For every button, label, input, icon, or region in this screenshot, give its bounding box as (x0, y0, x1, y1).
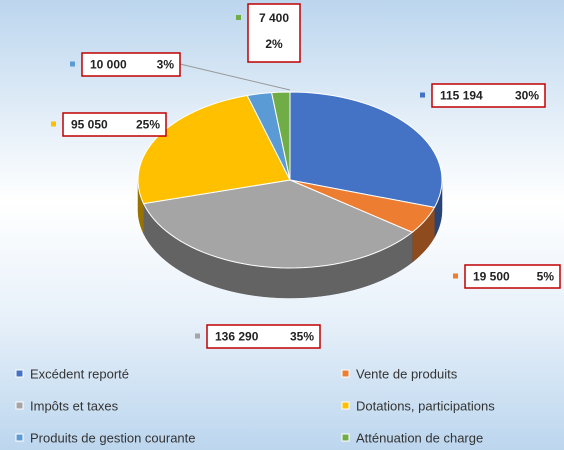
legend-swatch (15, 401, 24, 410)
legend-swatch (15, 433, 24, 442)
value-label: 95 050 (71, 118, 108, 132)
slice (289, 91, 443, 208)
label-box (206, 324, 321, 349)
percent-label: 35% (290, 330, 314, 344)
label-bullet (70, 61, 75, 67)
value-label: 136 290 (215, 330, 259, 344)
value-label: 115 194 (440, 89, 483, 103)
percent-label: 2% (265, 37, 283, 51)
legend-swatch (341, 433, 350, 442)
percent-label: 25% (136, 118, 160, 132)
value-label: 10 000 (90, 58, 127, 72)
label-box (81, 52, 181, 77)
percent-label: 3% (157, 58, 175, 72)
label-box (62, 112, 167, 137)
leader-line (179, 63, 291, 91)
value-label: 19 500 (473, 270, 510, 284)
label-bullet (453, 273, 458, 279)
percent-label: 5% (537, 270, 555, 284)
slice (142, 179, 414, 269)
legend-label: Vente de produits (356, 366, 458, 381)
slice (289, 179, 436, 233)
label-box (431, 83, 546, 108)
legend-label: Dotations, participations (356, 398, 495, 413)
value-label: 7 400 (259, 11, 289, 25)
legend-label: Produits de gestion courante (30, 430, 196, 445)
slice (137, 94, 291, 205)
legend-label: Atténuation de charge (356, 430, 483, 445)
legend-label: Impôts et taxes (30, 398, 119, 413)
legend-swatch (15, 369, 24, 378)
legend-swatch (341, 401, 350, 410)
label-box (247, 3, 301, 63)
legend-swatch (341, 369, 350, 378)
percent-label: 30% (515, 89, 539, 103)
legend-label: Excédent reporté (30, 366, 129, 381)
label-bullet (195, 333, 200, 339)
label-bullet (51, 121, 56, 127)
label-bullet (420, 92, 425, 98)
slice (271, 91, 291, 181)
label-bullet (236, 15, 241, 20)
label-box (464, 264, 561, 289)
